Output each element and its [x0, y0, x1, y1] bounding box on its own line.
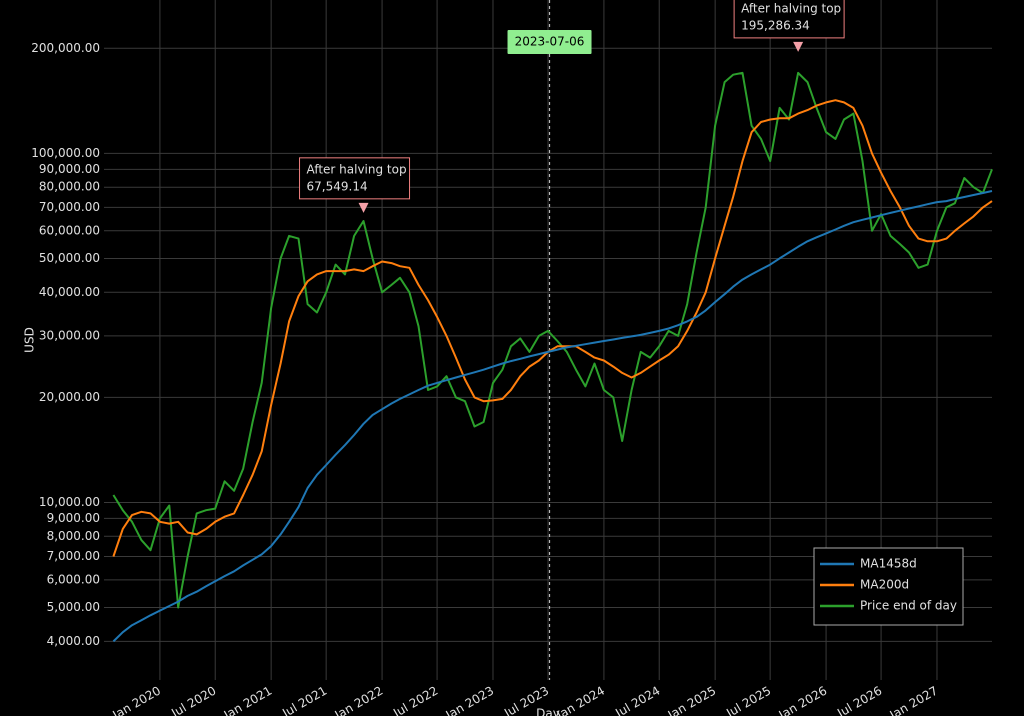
annotation-text: After halving top: [307, 162, 407, 176]
annotation-value: 195,286.34: [741, 18, 810, 32]
y-axis-label: USD: [23, 327, 37, 353]
y-tick-label: 30,000.00: [39, 328, 100, 342]
legend-label: MA1458d: [860, 557, 917, 571]
y-tick-label: 5,000.00: [47, 600, 100, 614]
legend-box: [813, 547, 964, 626]
y-tick-label: 200,000.00: [31, 41, 100, 55]
y-tick-label: 70,000.00: [39, 200, 100, 214]
y-tick-label: 4,000.00: [47, 634, 100, 648]
y-tick-label: 10,000.00: [39, 495, 100, 509]
y-tick-label: 9,000.00: [47, 511, 100, 525]
annotation-value: 67,549.14: [307, 179, 368, 193]
series-line: [112, 71, 993, 609]
y-tick-label: 90,000.00: [39, 162, 100, 176]
vline-label: 2023-07-06: [515, 35, 585, 49]
legend-label: MA200d: [860, 578, 909, 592]
vline-label-box: [507, 30, 592, 54]
y-tick-label: 100,000.00: [31, 146, 100, 160]
y-tick-label: 8,000.00: [47, 529, 100, 543]
y-tick-label: 60,000.00: [39, 223, 100, 237]
series-line: [112, 190, 993, 643]
y-tick-label: 6,000.00: [47, 572, 100, 586]
y-tick-label: 40,000.00: [39, 285, 100, 299]
y-tick-label: 80,000.00: [39, 180, 100, 194]
series-line: [112, 99, 993, 557]
annotation-text: After halving top: [741, 1, 841, 15]
annotation-box: [299, 157, 411, 200]
annotation-box: [733, 0, 845, 39]
annotation-arrow: [793, 41, 804, 52]
annotation-arrow: [358, 202, 369, 213]
x-axis-label: Day: [536, 707, 560, 716]
y-tick-label: 7,000.00: [47, 549, 100, 563]
legend-label: Price end of day: [860, 599, 957, 613]
y-tick-label: 50,000.00: [39, 251, 100, 265]
y-tick-label: 20,000.00: [39, 390, 100, 404]
